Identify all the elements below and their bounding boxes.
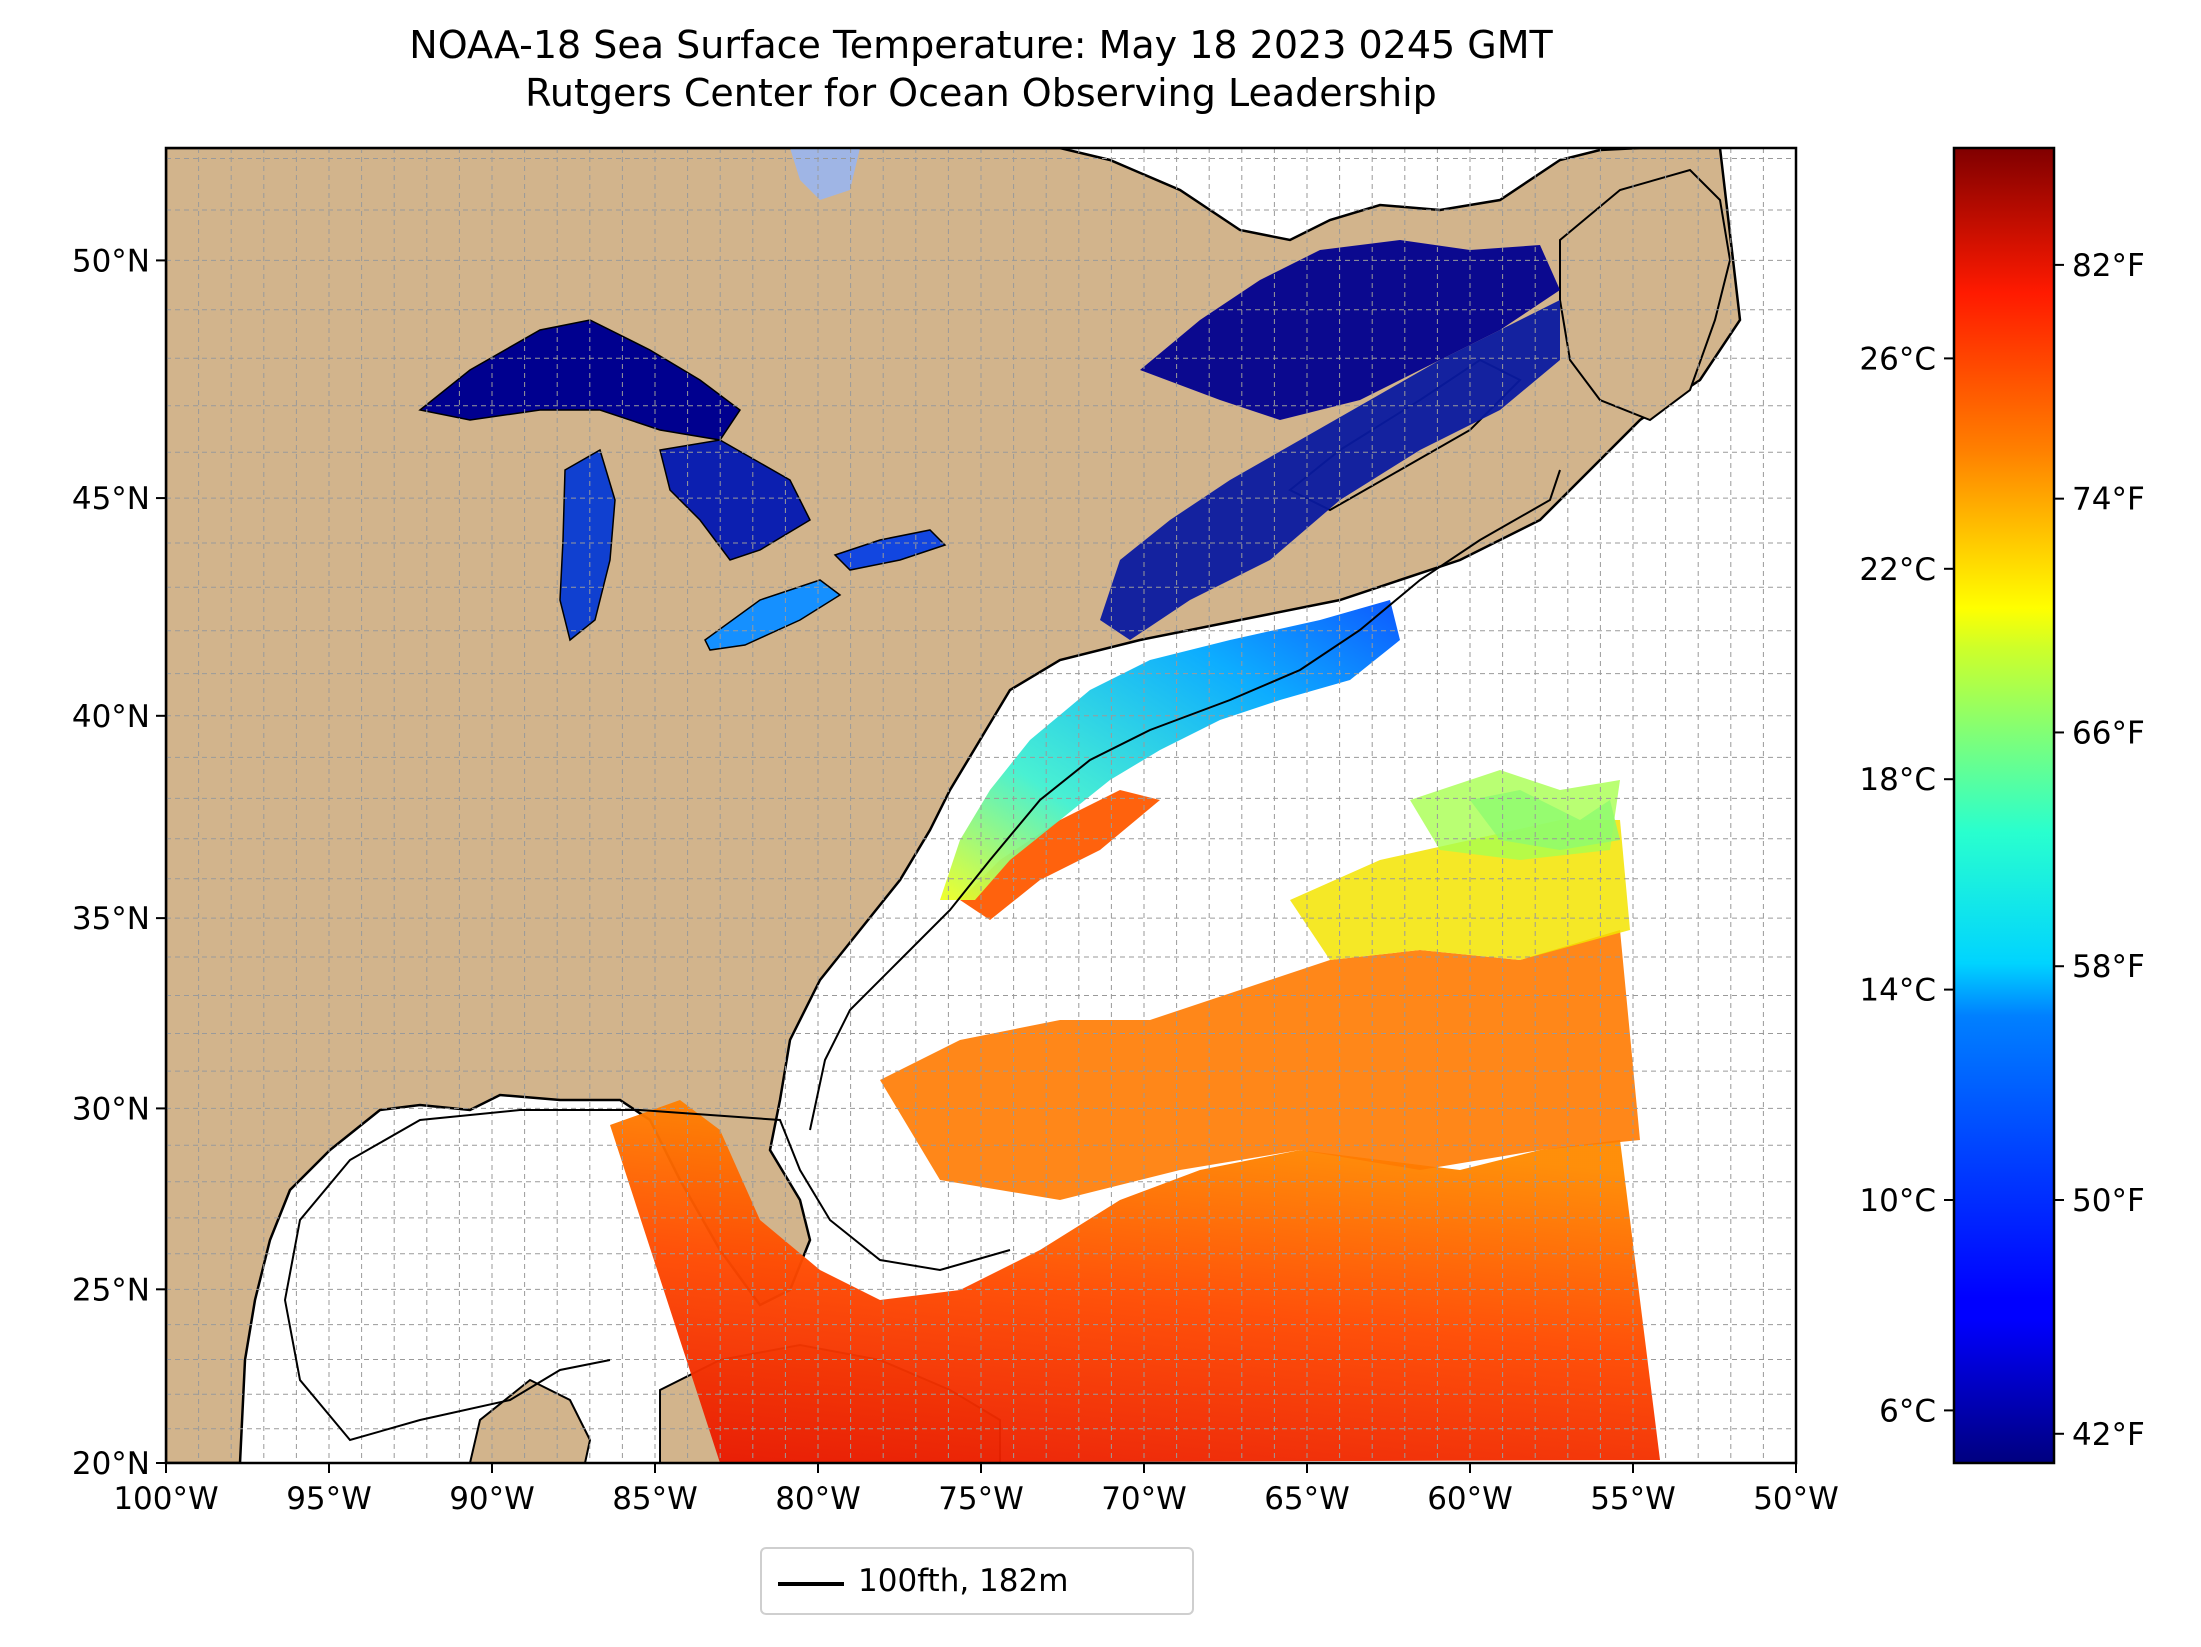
fahrenheit-tick-label: 42°F (2072, 1417, 2145, 1453)
x-tick-label: 50°W (1753, 1481, 1839, 1517)
celsius-tick-label: 10°C (1859, 1183, 1936, 1219)
x-tick-label: 75°W (938, 1481, 1024, 1517)
map-area (166, 148, 1742, 1463)
sst-gulf-of-maine (1100, 300, 1560, 640)
y-tick-label: 25°N (72, 1272, 150, 1308)
lake-ontario (833, 529, 947, 571)
isobath-100fth (283, 1109, 1011, 1442)
y-tick-label: 50°N (72, 243, 150, 279)
celsius-tick-label: 22°C (1859, 552, 1936, 588)
x-tick-label: 65°W (1264, 1481, 1350, 1517)
lake-superior (418, 319, 742, 441)
x-tick-label: 70°W (1101, 1481, 1187, 1517)
colorbar (1952, 146, 2056, 1465)
sst-warm-belt (880, 930, 1640, 1200)
chart-subtitle: Rutgers Center for Ocean Observing Leade… (525, 71, 1437, 115)
x-axis: 100°W 95°W 90°W 85°W 80°W 75°W 70°W 65°W 60°W 55°… (113, 1463, 1839, 1517)
sst-gulf-stream (960, 790, 1160, 920)
x-tick-label: 60°W (1427, 1481, 1513, 1517)
legend-label: 100fth, 182m (858, 1563, 1069, 1599)
y-axis: 20°N 25°N 30°N 35°N 40°N 45°N 50°N (72, 243, 166, 1482)
chart-title: NOAA-18 Sea Surface Temperature: May 18 … (409, 23, 1553, 67)
sst-gulf-florida (610, 1100, 1660, 1463)
sst-shelf-water (940, 600, 1400, 900)
sst-northern-patch (1470, 790, 1620, 850)
lake-michigan (559, 448, 616, 642)
gridlines (166, 148, 1796, 1463)
lake-huron (659, 439, 811, 561)
y-tick-label: 20°N (72, 1446, 150, 1482)
celsius-tick-label: 14°C (1859, 973, 1936, 1009)
isobath-atlantic (809, 469, 1561, 1131)
sst-gulf-of-st-lawrence (1140, 240, 1560, 420)
celsius-tick-label: 18°C (1859, 762, 1936, 798)
celsius-tick-label: 26°C (1859, 341, 1936, 377)
land-yucatan (468, 1378, 592, 1463)
colorbar-celsius-axis: 6°C 10°C 14°C 18°C 22°C 26°C (1859, 341, 1954, 1429)
lake-winnipeg-fragment (790, 148, 860, 200)
x-tick-label: 55°W (1590, 1481, 1676, 1517)
fahrenheit-tick-label: 74°F (2072, 482, 2145, 518)
fahrenheit-tick-label: 50°F (2072, 1183, 2145, 1219)
x-tick-label: 80°W (775, 1481, 861, 1517)
y-tick-label: 30°N (72, 1091, 150, 1127)
y-tick-label: 40°N (72, 699, 150, 735)
lake-erie (704, 579, 842, 651)
land-newfoundland (1559, 168, 1732, 422)
fahrenheit-tick-label: 58°F (2072, 949, 2145, 985)
legend-line-swatch (778, 1582, 844, 1586)
legend: 100fth, 182m (760, 1547, 1194, 1615)
y-tick-label: 45°N (72, 481, 150, 517)
x-tick-label: 90°W (449, 1481, 535, 1517)
colorbar-fahrenheit-axis: 42°F 50°F 58°F 66°F 74°F 82°F (2054, 248, 2145, 1453)
x-tick-label: 100°W (113, 1481, 218, 1517)
fahrenheit-tick-label: 82°F (2072, 248, 2145, 284)
celsius-tick-label: 6°C (1879, 1393, 1936, 1429)
y-tick-label: 35°N (72, 901, 150, 937)
x-tick-label: 85°W (612, 1481, 698, 1517)
x-tick-label: 95°W (286, 1481, 372, 1517)
fahrenheit-tick-label: 66°F (2072, 715, 2145, 751)
